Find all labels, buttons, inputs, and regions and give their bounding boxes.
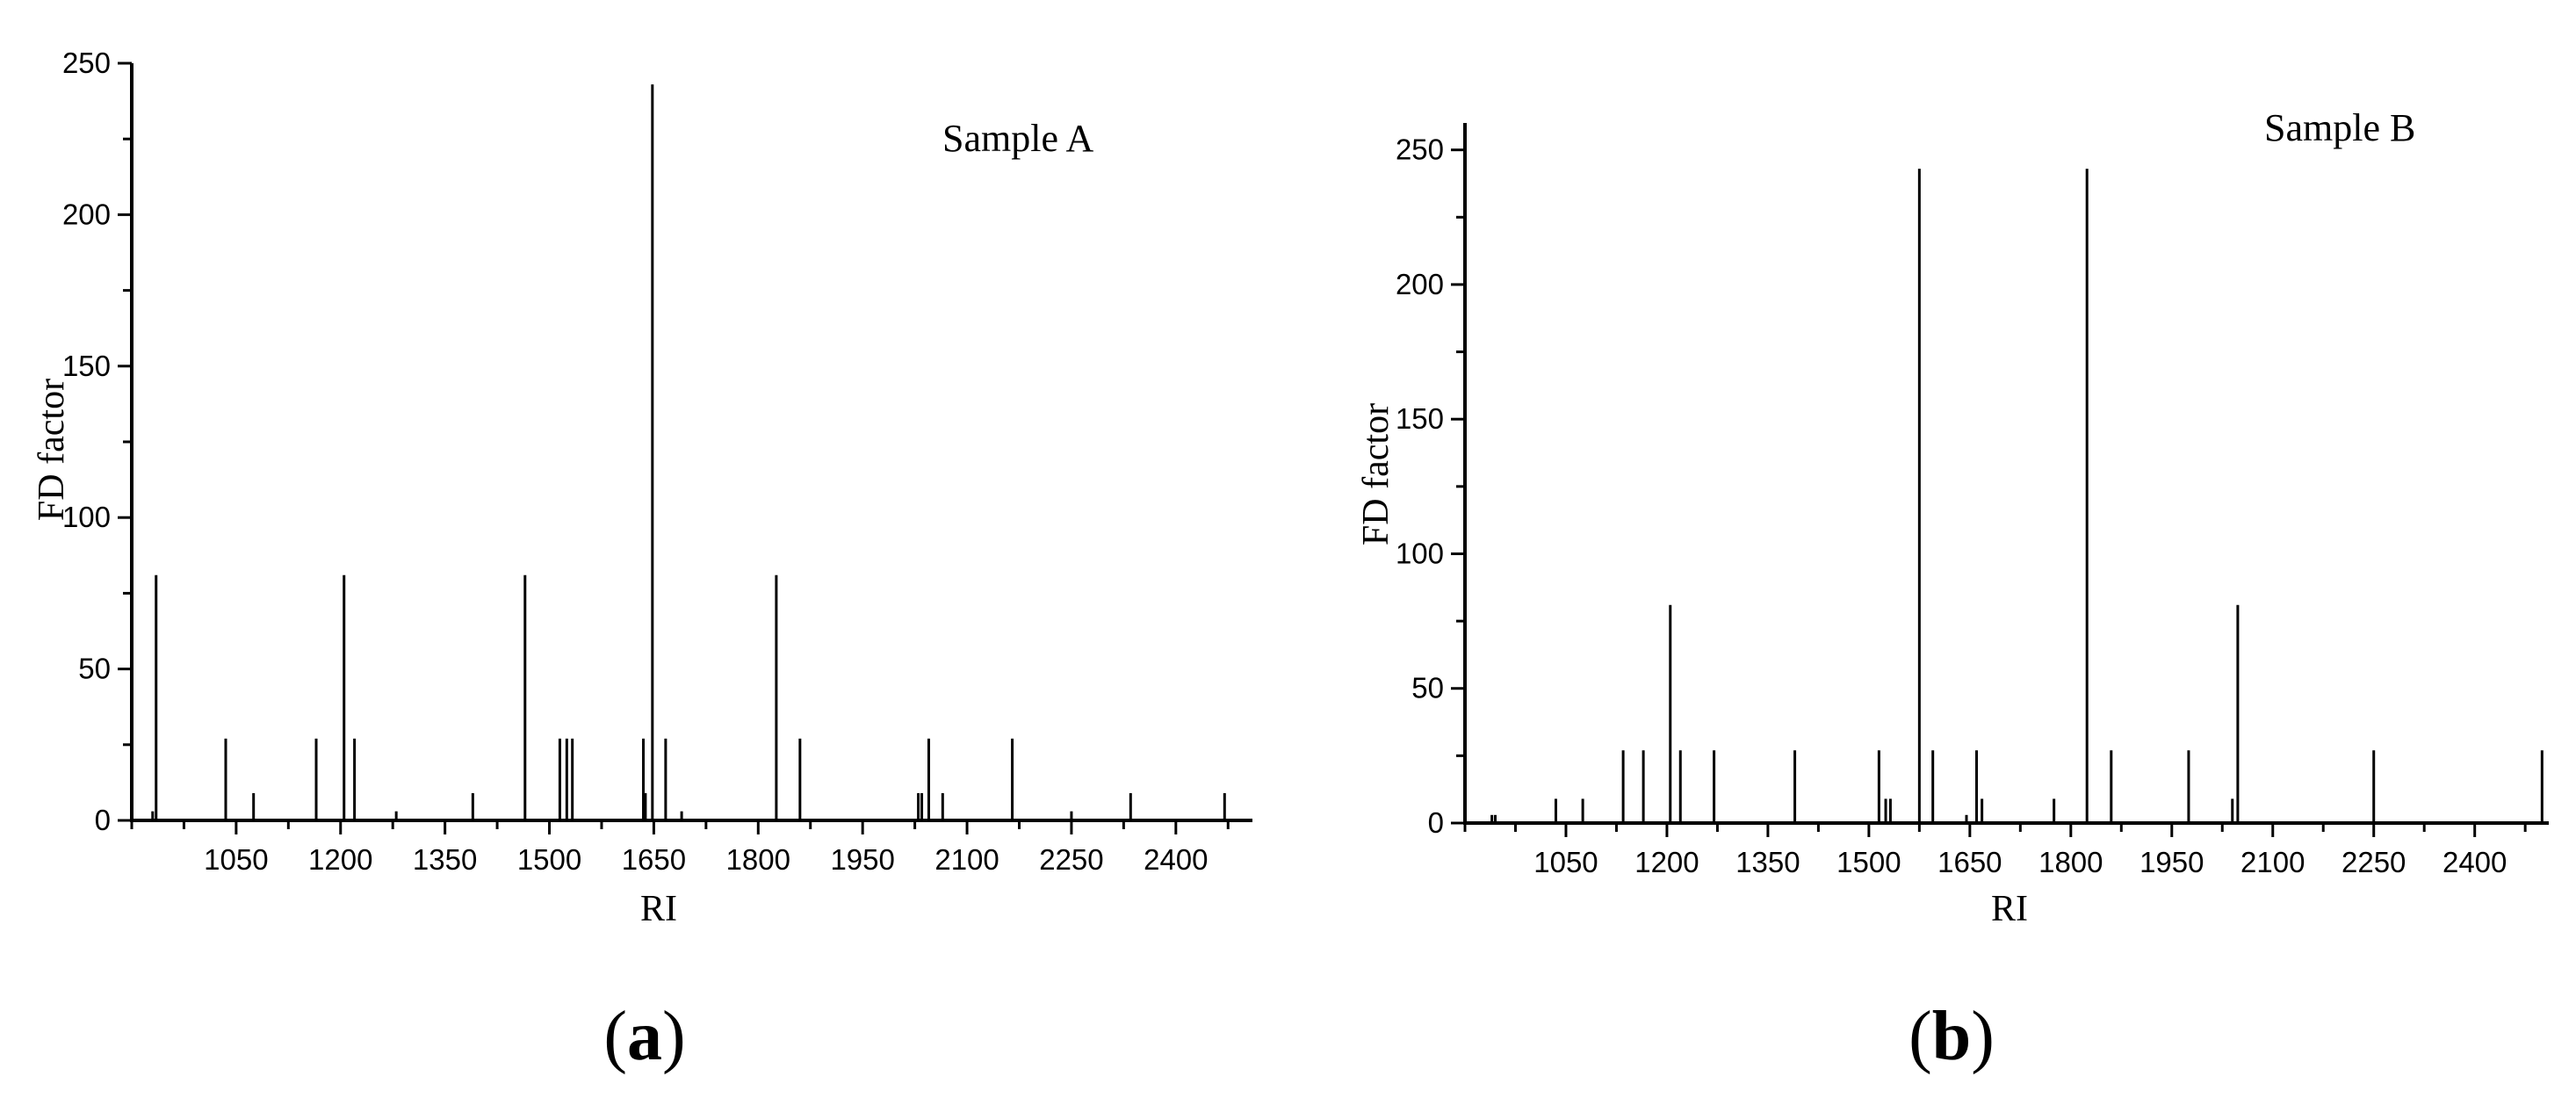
panel-b-y-tick-label-100: 100	[1396, 537, 1444, 569]
panel-a-x-tick-label-2400: 2400	[1144, 843, 1208, 876]
panel-a-y-tick-label-0: 0	[95, 804, 111, 836]
panel-b-x-tick-label-2250: 2250	[2341, 846, 2406, 878]
panel-b-letter: b	[1932, 998, 1972, 1075]
panel-a-x-tick-label-2100: 2100	[934, 843, 999, 876]
panel-a-y-tick-label-50: 50	[78, 653, 111, 685]
panel-b-label: (b)	[1909, 998, 1995, 1075]
panel-a-x-tick-label-2250: 2250	[1039, 843, 1103, 876]
panel-a-y-tick-label-250: 250	[62, 47, 111, 79]
panel-b-y-axis-title: FD factor	[1356, 403, 1396, 545]
panel-a-x-tick-label-1500: 1500	[517, 843, 581, 876]
panel-a-x-tick-label-1200: 1200	[308, 843, 372, 876]
panel-b-y-tick-label-250: 250	[1396, 134, 1444, 166]
panel-b-x-tick-label-2100: 2100	[2240, 846, 2305, 878]
panel-b-x-tick-label-1500: 1500	[1836, 846, 1901, 878]
panel-a-y-tick-label-200: 200	[62, 198, 111, 230]
panel-b-x-tick-label-1800: 1800	[2038, 846, 2103, 878]
panel-a-y-axis-title: FD factor	[32, 379, 72, 521]
panel-b-x-tick-label-2400: 2400	[2443, 846, 2507, 878]
panel-b-y-tick-label-200: 200	[1396, 268, 1444, 300]
panel-b-ticks: 1050 1200 1350 1500 1650 1800 1950 2100 2250 2400…	[1396, 134, 2527, 878]
panel-a-y-tick-label-100: 100	[62, 501, 111, 533]
panel-b-bars	[1490, 169, 2544, 823]
panel-b-y-tick-label-150: 150	[1396, 402, 1444, 435]
panel-b-x-tick-label-1650: 1650	[1937, 846, 2002, 878]
panel-a-ticks: 1050 1200 1350 1500 1650 1800 1950 2100 2250 2400…	[62, 47, 1230, 876]
panel-b-x-tick-label-1950: 1950	[2139, 846, 2204, 878]
panel-a-y-tick-label-150: 150	[62, 350, 111, 382]
chart-panel-a: 1050 1200 1350 1500 1650 1800 1950 2100 2250 2400…	[32, 47, 1252, 1075]
panel-a-letter: a	[627, 998, 662, 1075]
panel-b-x-axis-title: RI	[1991, 889, 2028, 929]
panel-b-x-tick-label-1350: 1350	[1735, 846, 1800, 878]
panel-b-y-tick-label-50: 50	[1411, 672, 1444, 704]
panel-a-x-tick-label-1650: 1650	[622, 843, 686, 876]
panel-a-x-tick-label-1050: 1050	[204, 843, 268, 876]
panel-a-x-tick-label-1800: 1800	[726, 843, 790, 876]
panel-a-x-tick-label-1350: 1350	[413, 843, 477, 876]
panel-a-x-tick-label-1950: 1950	[830, 843, 894, 876]
panel-a-bars	[151, 84, 1226, 820]
panel-a-annotation: Sample A	[942, 117, 1094, 160]
panel-a-x-axis-title: RI	[640, 889, 677, 929]
panel-b-x-tick-label-1050: 1050	[1533, 846, 1598, 878]
panel-b-y-tick-label-0: 0	[1428, 806, 1444, 839]
chart-panel-b: 1050 1200 1350 1500 1650 1800 1950 2100 2250 2400…	[1356, 106, 2549, 1075]
panel-b-annotation: Sample B	[2264, 106, 2415, 149]
panel-a-label: (a)	[603, 998, 685, 1075]
panel-b-x-tick-label-1200: 1200	[1634, 846, 1699, 878]
